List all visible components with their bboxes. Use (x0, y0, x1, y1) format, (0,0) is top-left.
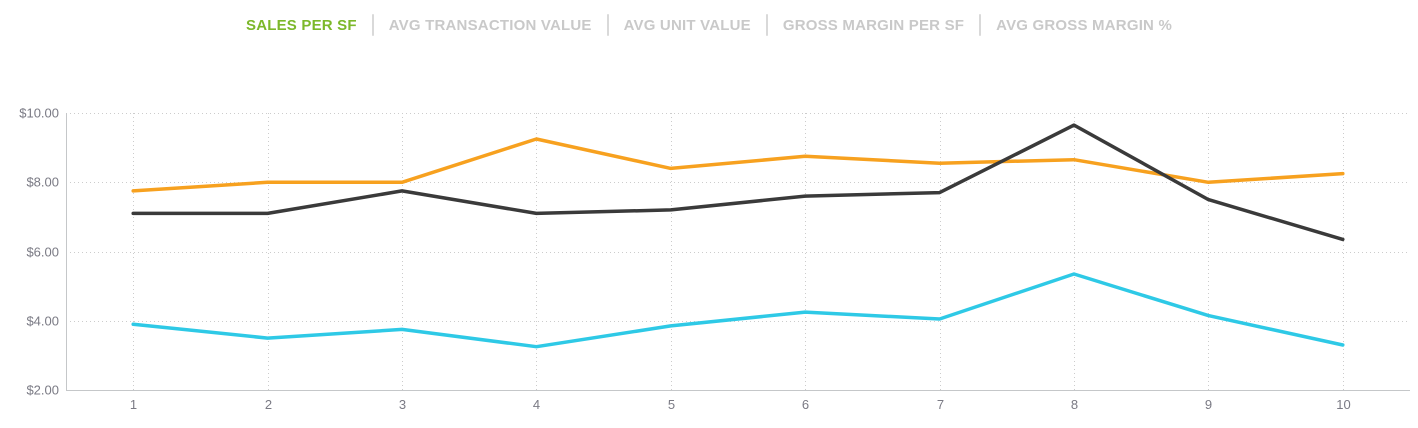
tab-sales-per-sf[interactable]: SALES PER SF (246, 16, 357, 34)
tab-separator (371, 14, 374, 36)
tab-avg-transaction-value[interactable]: AVG TRANSACTION VALUE (388, 16, 592, 34)
y-axis-tick-label: $6.00 (26, 245, 59, 260)
metric-tabs: SALES PER SF AVG TRANSACTION VALUE AVG UNI… (0, 11, 1418, 39)
tab-separator (765, 14, 768, 36)
x-axis-tick-label: 6 (802, 397, 809, 412)
x-axis-tick-label: 1 (130, 397, 137, 412)
x-axis-tick-label: 3 (399, 397, 406, 412)
tab-separator (979, 14, 982, 36)
y-axis-tick-label: $2.00 (26, 383, 59, 398)
axis-lines (66, 113, 1410, 391)
series-line-cyan (131, 272, 1345, 349)
x-axis-tick-label: 8 (1071, 397, 1078, 412)
x-axis-tick-label: 7 (937, 397, 944, 412)
tab-avg-gross-margin[interactable]: AVG GROSS MARGIN % (996, 16, 1172, 34)
tab-avg-unit-value[interactable]: AVG UNIT VALUE (623, 16, 751, 34)
series-line-black (131, 123, 1345, 242)
y-axis-tick-label: $8.00 (26, 175, 59, 190)
x-axis-tick-label: 4 (533, 397, 540, 412)
tab-separator (606, 14, 609, 36)
tab-gross-margin-per-sf[interactable]: GROSS MARGIN PER SF (782, 16, 965, 34)
x-axis-tick-label: 2 (265, 397, 272, 412)
series-line-orange (131, 137, 1345, 193)
x-axis-tick-label: 10 (1336, 397, 1350, 412)
y-axis-tick-label: $4.00 (26, 314, 59, 329)
x-axis-tick-label: 9 (1205, 397, 1212, 412)
y-axis-tick-label: $10.00 (19, 106, 59, 121)
x-axis-tick-label: 5 (668, 397, 675, 412)
